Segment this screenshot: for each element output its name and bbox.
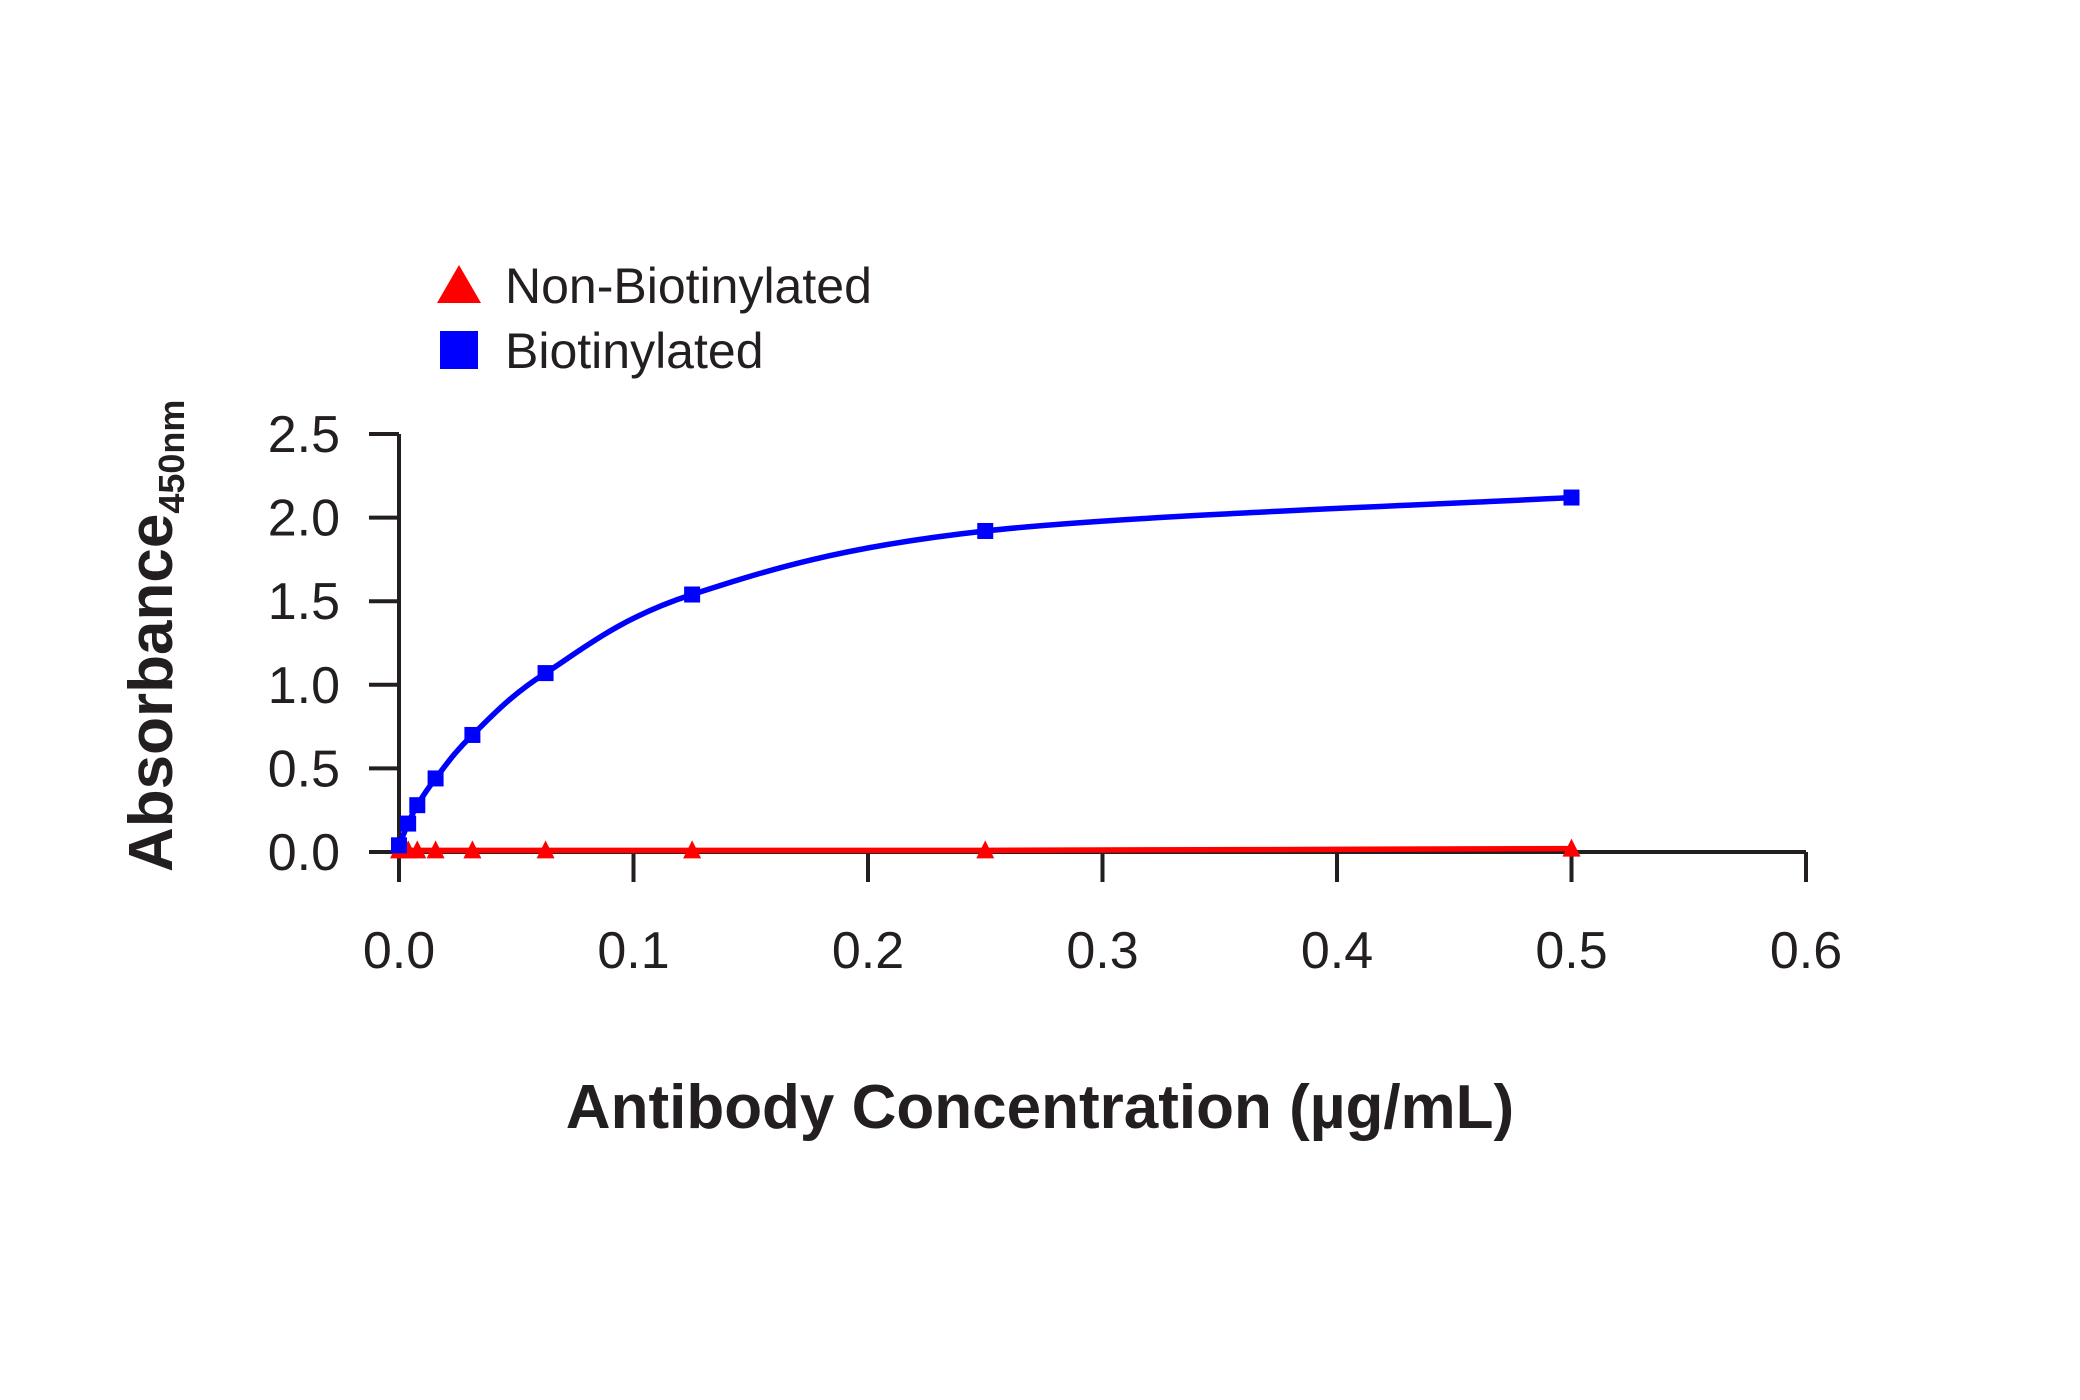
y-tick-label: 1.0 [268, 657, 340, 715]
legend-item: Non-Biotinylated [437, 258, 872, 314]
axes [397, 434, 1806, 854]
legend-item: Biotinylated [440, 323, 764, 379]
series-line [396, 494, 1572, 847]
data-point [408, 840, 427, 859]
data-point [1563, 489, 1580, 506]
x-tick-label: 0.6 [1770, 922, 1842, 980]
data-point [977, 522, 994, 539]
data-point [464, 726, 481, 743]
x-axis-ticks: 0.0 0.1 0.2 0.3 0.4 0.5 0.6 [363, 852, 1842, 980]
data-point [1562, 838, 1581, 857]
data-point [976, 840, 995, 859]
data-point [684, 586, 701, 603]
x-tick-label: 0.2 [832, 922, 904, 980]
data-point [683, 840, 702, 859]
x-axis-title: Antibody Concentration (µg/mL) [566, 1073, 1514, 1142]
x-tick-label: 0.0 [363, 922, 435, 980]
data-point [391, 837, 407, 854]
legend-label: Biotinylated [505, 323, 764, 379]
x-tick-label: 0.1 [597, 922, 669, 980]
legend-swatch-square [440, 331, 478, 369]
data-point [463, 840, 482, 859]
x-tick-label: 0.3 [1066, 922, 1138, 980]
data-point [409, 797, 426, 814]
y-tick-label: 0.0 [268, 824, 340, 882]
y-axis-ticks: 0.0 0.5 1.0 1.5 2.0 2.5 [268, 406, 399, 882]
y-tick-label: 2.0 [268, 490, 340, 548]
series-non-biotinylated [390, 838, 1581, 859]
legend-swatch-triangle [437, 265, 481, 303]
legend-label: Non-Biotinylated [505, 258, 872, 314]
y-tick-label: 0.5 [268, 740, 340, 798]
series-biotinylated [391, 489, 1580, 854]
y-tick-label: 2.5 [268, 406, 340, 464]
y-tick-label: 1.5 [268, 573, 340, 631]
data-point [427, 770, 444, 787]
y-axis-title: Absorbance450nm [117, 400, 192, 872]
series-layer [390, 489, 1581, 859]
data-point [536, 840, 555, 859]
y-axis-title-subscript: 450nm [151, 400, 192, 514]
legend: Non-Biotinylated Biotinylated [437, 258, 872, 379]
data-point [537, 665, 554, 682]
x-tick-label: 0.4 [1301, 922, 1373, 980]
data-point [400, 815, 417, 832]
data-point [426, 840, 445, 859]
x-tick-label: 0.5 [1535, 922, 1607, 980]
y-axis-title-main: Absorbance [117, 514, 186, 872]
